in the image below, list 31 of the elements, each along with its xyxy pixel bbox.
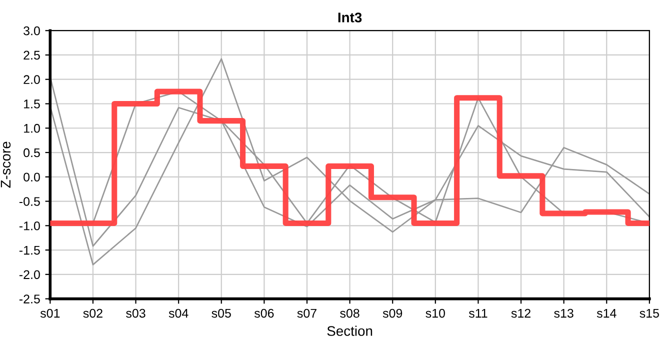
y-tick-label: 2.0 [24,75,40,84]
x-tick-label: s08 [340,308,360,318]
x-tick-label: s13 [554,308,574,318]
y-tick-label: -1.5 [19,246,40,255]
y-tick-label: 2.5 [24,50,40,60]
y-tick-label: 0.0 [24,172,40,182]
x-tick-label: s14 [596,308,616,318]
y-axis-title: Z-score [0,142,11,188]
chart-title: Int3 [338,12,362,22]
y-tick-label: -2.5 [19,294,40,304]
x-tick-label: s03 [126,308,146,318]
y-tick-label: 1.5 [24,100,40,108]
x-tick-label: s10 [426,308,445,318]
y-tick-label: -0.5 [19,197,40,206]
x-tick-label: s09 [382,308,402,318]
x-tick-label: s04 [168,308,188,318]
y-tick-label: 0.5 [24,148,40,158]
line-series [50,58,650,266]
y-tick-label: -1.0 [19,221,40,230]
x-tick-label: s11 [468,308,488,318]
x-axis-title: Section [327,326,372,336]
x-tick-label: s01 [40,308,60,318]
x-tick-label: s06 [254,308,274,318]
y-tick-label: 1.0 [24,124,40,133]
x-tick-label: s05 [212,308,231,318]
x-tick-label: s15 [640,308,659,318]
x-tick-label: s12 [511,308,530,318]
y-tick-label: 3.0 [24,26,40,36]
y-tick-label: -2.0 [19,270,40,280]
x-tick-label: s02 [83,308,102,318]
x-tick-label: s07 [297,308,316,318]
